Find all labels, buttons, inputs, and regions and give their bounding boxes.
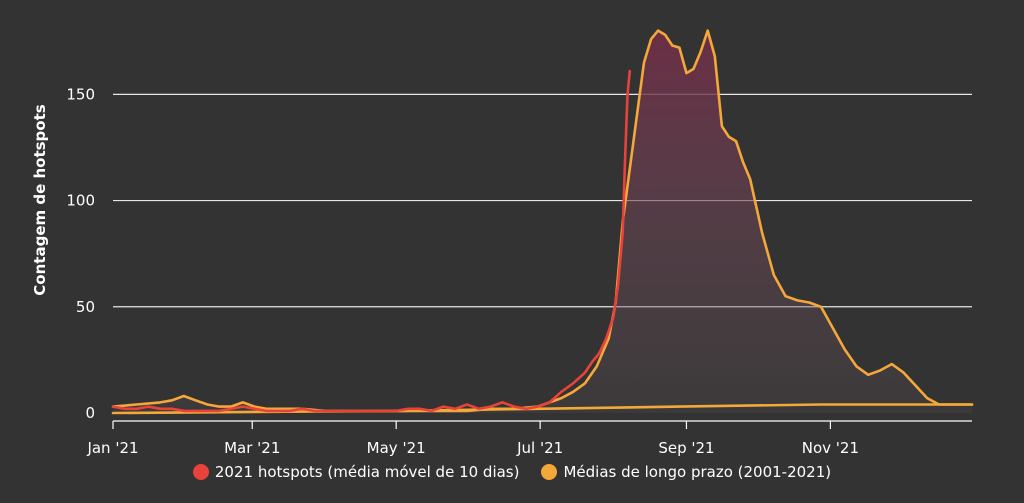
x-tick-label: Jan '21	[86, 439, 138, 457]
x-tick-label: May '21	[367, 439, 426, 457]
legend-label-longterm: Médias de longo prazo (2001-2021)	[563, 463, 832, 481]
long-term-average-area	[113, 30, 972, 413]
y-tick-label: 100	[66, 192, 95, 210]
legend-item-2021: 2021 hotspots (média móvel de 10 dias)	[192, 463, 520, 481]
legend-dot-orange	[541, 464, 558, 480]
grid-lines	[113, 93, 972, 308]
legend-item-longterm: Médias de longo prazo (2001-2021)	[541, 463, 831, 481]
y-axis-label: Contagem de hotspots	[31, 104, 49, 295]
x-axis-ticks: Jan '21 Mar '21 May '21 Jul '21 Sep '21 Nov '…	[86, 421, 859, 457]
y-axis-ticks: 0 50 100 150	[66, 85, 95, 422]
legend: 2021 hotspots (média móvel de 10 dias) M…	[0, 463, 1024, 481]
y-tick-label: 150	[66, 85, 95, 103]
legend-dot-red	[192, 464, 209, 480]
series-long-term-average-line	[111, 29, 974, 413]
legend-label-2021: 2021 hotspots (média móvel de 10 dias)	[214, 463, 520, 481]
series-lines	[111, 29, 974, 415]
x-tick-label: Jul '21	[516, 439, 563, 457]
y-tick-label: 0	[85, 404, 95, 422]
y-tick-label: 50	[76, 298, 95, 316]
x-tick-label: Sep '21	[658, 439, 714, 457]
series-baseline-line	[111, 403, 974, 415]
x-tick-label: Nov '21	[802, 439, 859, 457]
series-2021-hotspots-line	[111, 69, 632, 413]
x-tick-label: Mar '21	[224, 439, 280, 457]
